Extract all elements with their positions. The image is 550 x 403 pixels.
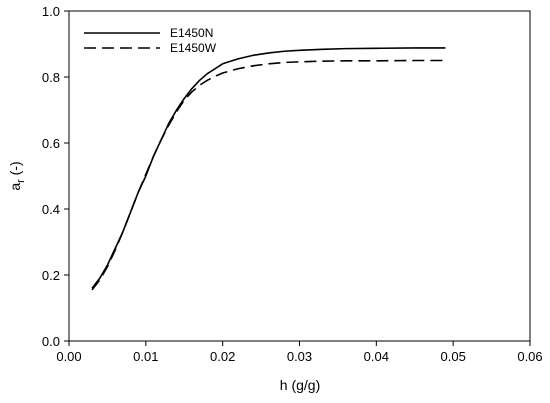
x-axis-title: h (g/g)	[280, 377, 320, 393]
x-tick-label: 0.00	[56, 349, 81, 364]
x-tick-label: 0.02	[210, 349, 235, 364]
legend-label-e1450n: E1450N	[170, 26, 213, 40]
plot-frame	[68, 10, 531, 342]
series-line-e1450w	[91, 59, 446, 291]
x-axis: 0.00 0.01 0.02 0.03 0.04 0.05 0.06	[56, 341, 543, 364]
legend-label-e1450w: E1450W	[170, 41, 217, 55]
y-tick-label: 0.2	[42, 268, 60, 283]
y-tick-label: 0.6	[42, 136, 60, 151]
x-tick-label: 0.05	[441, 349, 466, 364]
y-tick-label: 0.4	[42, 202, 60, 217]
x-tick-label: 0.03	[287, 349, 312, 364]
y-axis-title: ar (-)	[7, 161, 27, 190]
x-tick-label: 0.04	[364, 349, 389, 364]
y-tick-label: 0.0	[42, 334, 60, 349]
y-tick-label: 1.0	[42, 4, 60, 19]
x-tick-label: 0.06	[517, 349, 542, 364]
series-line-e1450n	[91, 47, 446, 289]
y-tick-label: 0.8	[42, 70, 60, 85]
x-tick-label: 0.01	[133, 349, 158, 364]
y-axis: 0.0 0.2 0.4 0.6 0.8 1.0	[42, 4, 69, 349]
legend: E1450N E1450W	[84, 26, 217, 55]
series-group	[91, 47, 446, 291]
